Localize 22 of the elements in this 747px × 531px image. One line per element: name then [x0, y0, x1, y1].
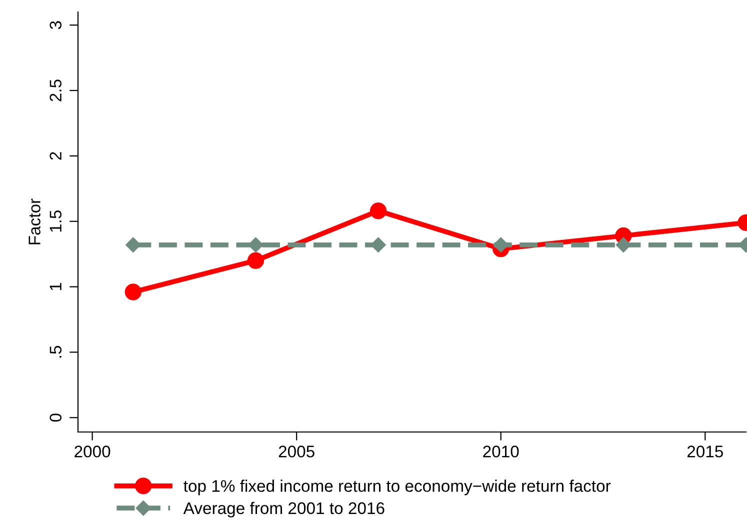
legend-label: top 1% fixed income return to economy−wide return factor [184, 480, 611, 496]
y-tick-label: 2 [50, 152, 62, 160]
point [124, 284, 142, 300]
point [493, 237, 508, 252]
point [126, 237, 141, 252]
point [370, 202, 387, 220]
point [248, 237, 264, 252]
y-tick-label: .5 [50, 346, 62, 358]
y-tick-label: 0 [50, 414, 62, 422]
y-axis-title: Factor [28, 198, 40, 244]
y-tick-label: 1 [50, 282, 62, 290]
y-tick-label: 1.5 [50, 210, 62, 232]
x-tick-label: 2010 [483, 446, 519, 458]
point [370, 237, 386, 252]
point [616, 237, 631, 252]
legend-label: Average from 2001 to 2016 [183, 502, 384, 518]
point [247, 252, 264, 269]
x-tick-label: 2005 [278, 446, 314, 458]
x-tick-label: 2015 [687, 446, 723, 458]
y-tick-label: 2.5 [50, 80, 62, 102]
x-tick-label: 2000 [74, 446, 110, 458]
y-tick-label: 3 [50, 21, 62, 30]
